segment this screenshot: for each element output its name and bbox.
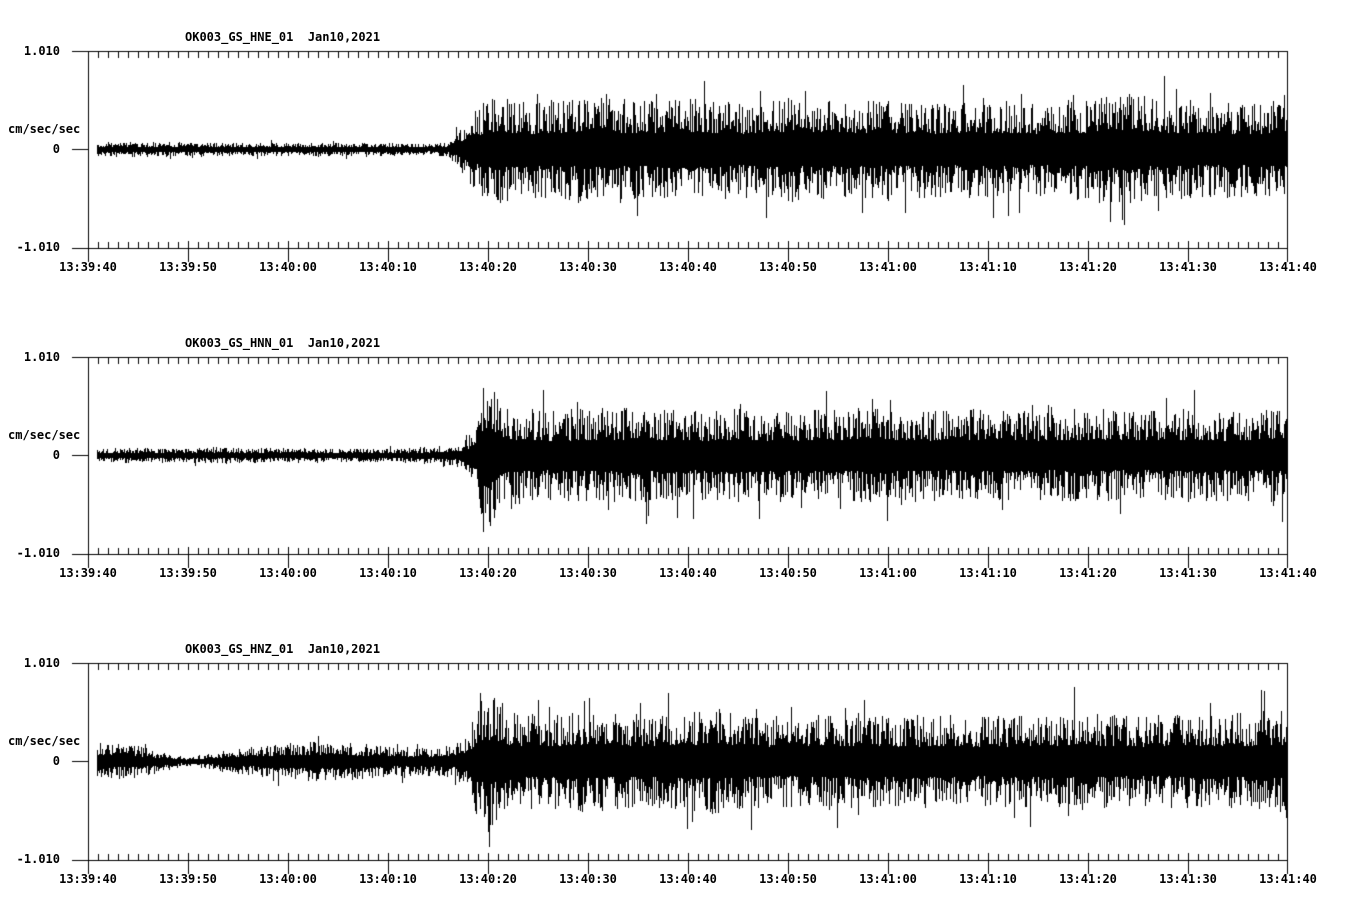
x-tick-label: 13:41:40 (1259, 566, 1317, 580)
x-tick-label: 13:40:00 (259, 872, 317, 886)
x-tick-label: 13:40:40 (659, 566, 717, 580)
x-tick-label: 13:41:40 (1259, 260, 1317, 274)
plot-title: OK003_GS_HNZ_01 Jan10,2021 (185, 642, 381, 656)
y-axis-label-min: -1.010 (16, 240, 60, 254)
x-tick-label: 13:41:30 (1159, 260, 1217, 274)
x-tick-label: 13:40:30 (559, 260, 617, 274)
x-tick-label: 13:41:30 (1159, 872, 1217, 886)
plot-title: OK003_GS_HNN_01 Jan10,2021 (185, 336, 381, 350)
x-tick-label: 13:40:30 (559, 566, 617, 580)
x-axis-labels: 13:39:40 13:39:50 13:40:00 13:40:10 13:40:20… (0, 567, 1358, 581)
x-tick-label: 13:41:40 (1259, 872, 1317, 886)
y-axis-label-zero: 0 (52, 754, 60, 768)
seismogram-plot-hne: OK003_GS_HNE_01 Jan10,2021 1.010 cm/sec/… (0, 30, 1358, 291)
x-tick-label: 13:40:50 (759, 566, 817, 580)
x-tick-label: 13:41:20 (1059, 260, 1117, 274)
x-tick-label: 13:41:20 (1059, 566, 1117, 580)
y-axis-label-min: -1.010 (16, 852, 60, 866)
x-tick-label: 13:39:40 (59, 872, 117, 886)
x-tick-label: 13:40:20 (459, 260, 517, 274)
x-tick-label: 13:41:00 (859, 872, 917, 886)
x-tick-label: 13:40:40 (659, 872, 717, 886)
x-tick-label: 13:40:50 (759, 872, 817, 886)
x-tick-label: 13:39:40 (59, 260, 117, 274)
x-tick-label: 13:40:30 (559, 872, 617, 886)
x-tick-label: 13:40:10 (359, 566, 417, 580)
x-tick-label: 13:39:50 (159, 566, 217, 580)
y-axis-label-max: 1.010 (23, 656, 60, 670)
y-axis-unit-label: cm/sec/sec (8, 122, 81, 136)
y-axis-label-max: 1.010 (23, 350, 60, 364)
x-tick-label: 13:40:00 (259, 260, 317, 274)
x-axis-labels: 13:39:40 13:39:50 13:40:00 13:40:10 13:40:20… (0, 261, 1358, 275)
x-tick-label: 13:41:30 (1159, 566, 1217, 580)
waveform-canvas-hnz (0, 645, 1358, 877)
x-tick-label: 13:40:20 (459, 872, 517, 886)
x-tick-label: 13:41:00 (859, 260, 917, 274)
x-tick-label: 13:41:10 (959, 566, 1017, 580)
x-tick-label: 13:41:10 (959, 260, 1017, 274)
y-axis-label-zero: 0 (52, 142, 60, 156)
x-tick-label: 13:40:10 (359, 260, 417, 274)
y-axis-label-min: -1.010 (16, 546, 60, 560)
plot-title: OK003_GS_HNE_01 Jan10,2021 (185, 30, 381, 44)
x-tick-label: 13:40:00 (259, 566, 317, 580)
waveform-canvas-hnn (0, 339, 1358, 571)
x-tick-label: 13:39:40 (59, 566, 117, 580)
y-axis-label-zero: 0 (52, 448, 60, 462)
x-tick-label: 13:39:50 (159, 872, 217, 886)
seismogram-plot-hnz: OK003_GS_HNZ_01 Jan10,2021 1.010 cm/sec/… (0, 642, 1358, 903)
x-tick-label: 13:40:40 (659, 260, 717, 274)
x-tick-label: 13:40:10 (359, 872, 417, 886)
seismogram-plot-hnn: OK003_GS_HNN_01 Jan10,2021 1.010 cm/sec/… (0, 336, 1358, 597)
x-tick-label: 13:40:50 (759, 260, 817, 274)
waveform-canvas-hne (0, 33, 1358, 265)
x-tick-label: 13:41:10 (959, 872, 1017, 886)
x-tick-label: 13:41:20 (1059, 872, 1117, 886)
y-axis-unit-label: cm/sec/sec (8, 734, 81, 748)
x-tick-label: 13:40:20 (459, 566, 517, 580)
x-axis-labels: 13:39:40 13:39:50 13:40:00 13:40:10 13:40:20… (0, 873, 1358, 887)
x-tick-label: 13:41:00 (859, 566, 917, 580)
y-axis-unit-label: cm/sec/sec (8, 428, 81, 442)
x-tick-label: 13:39:50 (159, 260, 217, 274)
y-axis-label-max: 1.010 (23, 44, 60, 58)
